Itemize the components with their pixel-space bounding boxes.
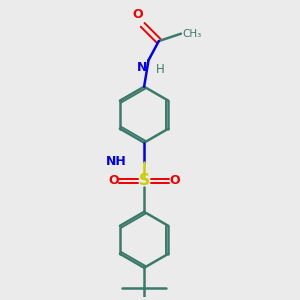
Text: H: H bbox=[156, 63, 165, 76]
Text: CH₃: CH₃ bbox=[182, 29, 202, 39]
Text: O: O bbox=[108, 174, 119, 188]
Text: S: S bbox=[139, 173, 150, 188]
Text: NH: NH bbox=[106, 155, 126, 168]
Text: N: N bbox=[137, 61, 147, 74]
Text: O: O bbox=[132, 8, 143, 21]
Text: O: O bbox=[170, 174, 180, 188]
